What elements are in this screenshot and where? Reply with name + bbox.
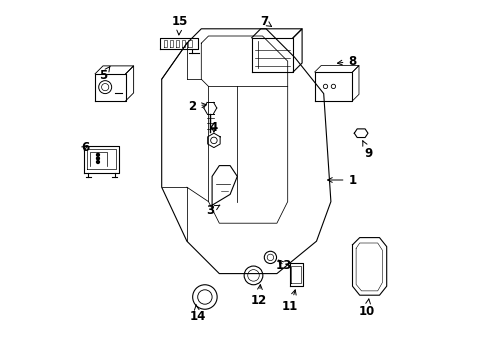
Text: 6: 6 — [81, 141, 89, 154]
Text: 14: 14 — [189, 305, 205, 323]
Text: 8: 8 — [337, 55, 356, 68]
Text: 3: 3 — [206, 204, 219, 217]
Text: 11: 11 — [282, 290, 298, 313]
Text: 7: 7 — [260, 15, 271, 28]
Text: 4: 4 — [209, 121, 218, 134]
Text: 5: 5 — [99, 66, 110, 82]
Text: 2: 2 — [188, 100, 206, 113]
Circle shape — [96, 153, 99, 156]
Circle shape — [96, 161, 99, 163]
Text: 10: 10 — [358, 299, 374, 318]
Text: 15: 15 — [171, 15, 187, 35]
Text: 1: 1 — [327, 174, 356, 186]
Text: 9: 9 — [362, 141, 372, 159]
Text: 12: 12 — [250, 285, 266, 307]
Circle shape — [96, 157, 99, 160]
Text: 13: 13 — [275, 259, 292, 272]
